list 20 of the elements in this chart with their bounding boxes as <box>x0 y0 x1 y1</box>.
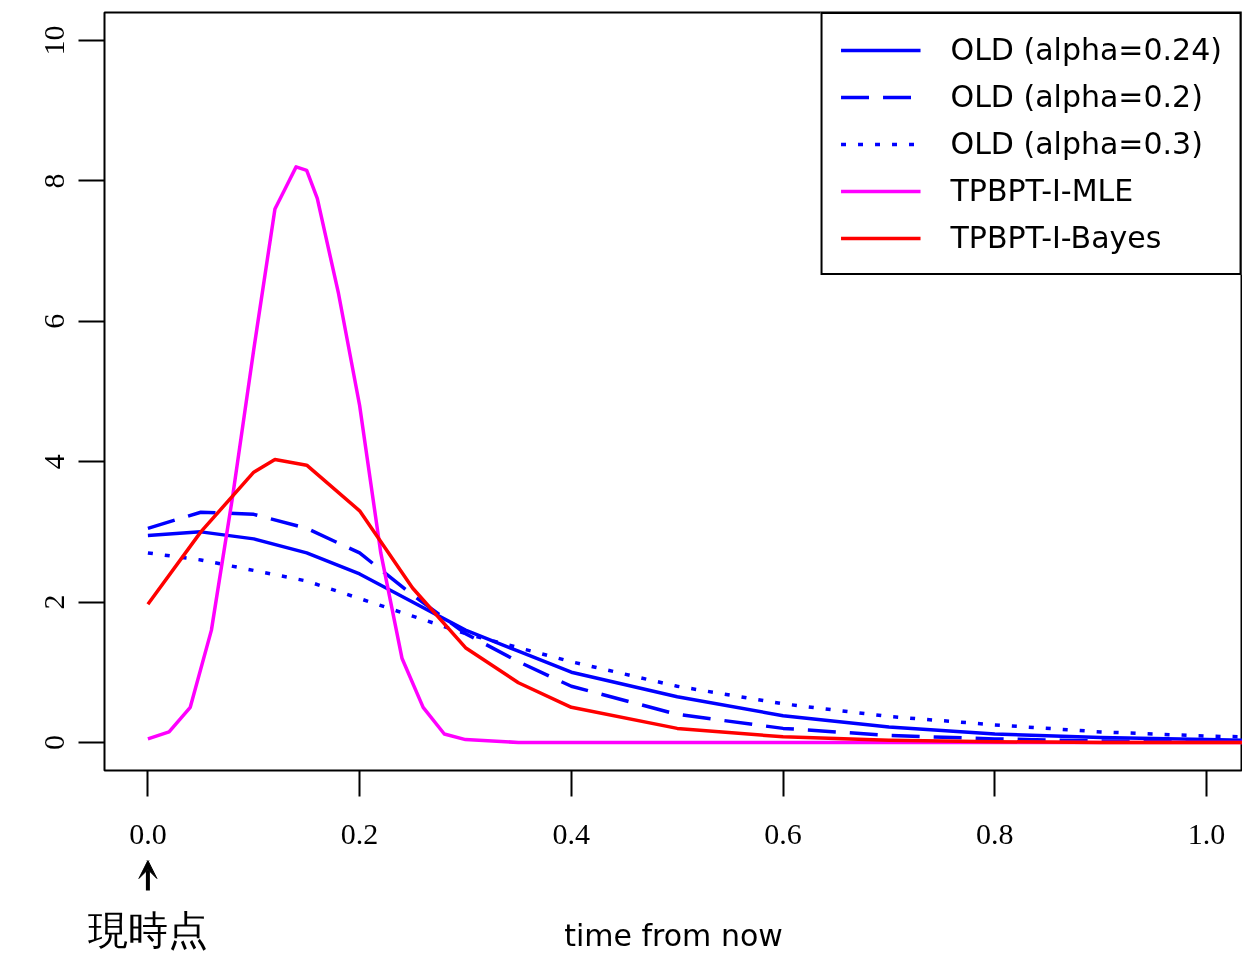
x-tick-label: 0.2 <box>340 816 379 850</box>
y-tick-label: 4 <box>37 454 71 470</box>
x-tick-label: 0.6 <box>764 816 802 850</box>
y-tick-label: 8 <box>37 173 71 189</box>
x-axis-title: time from now <box>564 917 783 953</box>
y-tick-label: 10 <box>37 25 71 56</box>
y-tick-label: 2 <box>37 594 71 610</box>
legend-label: OLD (alpha=0.2) <box>950 79 1203 114</box>
legend-label: TPBPT-I-Bayes <box>950 220 1162 255</box>
legend-label: TPBPT-I-MLE <box>950 173 1134 208</box>
y-tick-label: 6 <box>37 313 71 329</box>
legend-label: OLD (alpha=0.24) <box>950 32 1222 67</box>
text: 現時点 <box>87 906 208 953</box>
x-tick-label: 0.8 <box>976 816 1014 850</box>
y-tick-label: 0 <box>37 734 71 750</box>
x-tick-label: 0.0 <box>129 816 167 850</box>
legend-label: OLD (alpha=0.3) <box>950 126 1203 161</box>
x-tick-label: 0.4 <box>552 816 591 850</box>
line-series <box>146 457 1242 745</box>
x-tick-label: 1.0 <box>1187 816 1226 850</box>
